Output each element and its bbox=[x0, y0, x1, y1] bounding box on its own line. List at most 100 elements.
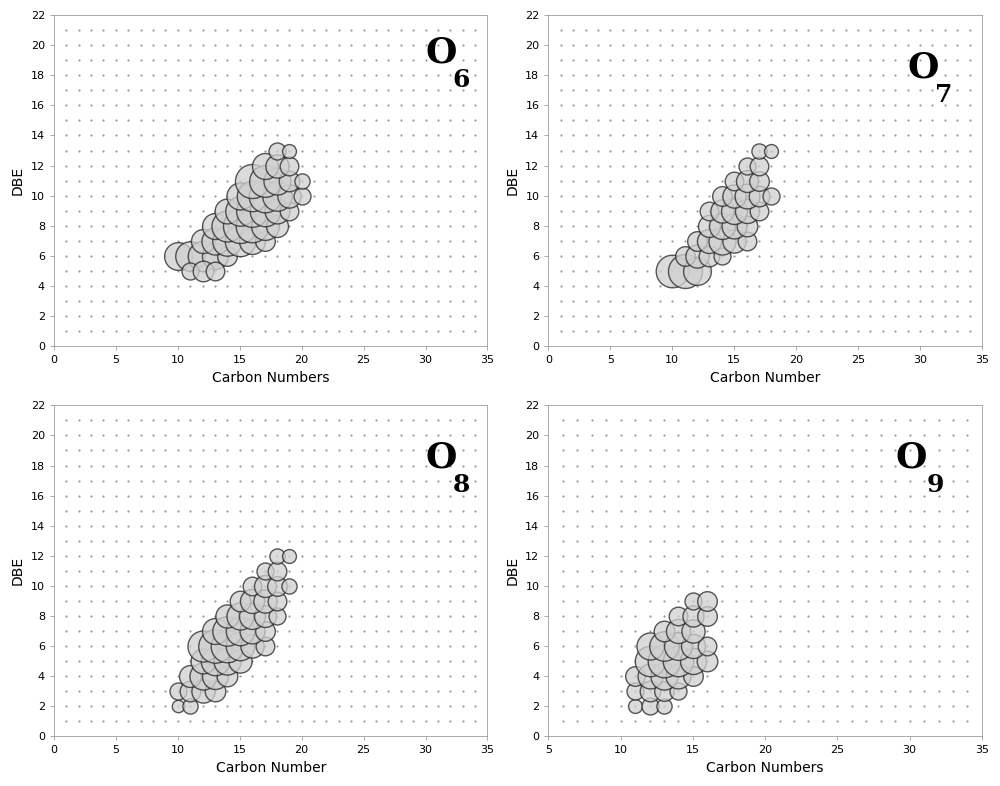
Point bbox=[157, 474, 173, 487]
Point bbox=[393, 160, 409, 172]
Point bbox=[281, 144, 297, 156]
Point bbox=[467, 189, 483, 202]
Point bbox=[430, 520, 446, 532]
Point bbox=[786, 685, 802, 697]
Point bbox=[269, 174, 285, 187]
Point bbox=[685, 505, 701, 517]
Point bbox=[95, 174, 111, 187]
Point bbox=[664, 114, 680, 127]
Point bbox=[343, 114, 359, 127]
Point bbox=[590, 295, 606, 307]
Point bbox=[133, 534, 149, 547]
Point bbox=[269, 69, 285, 82]
Point bbox=[269, 310, 285, 322]
Point bbox=[380, 579, 396, 592]
Point bbox=[916, 640, 932, 652]
Point bbox=[555, 564, 571, 577]
Point bbox=[219, 144, 235, 156]
Point bbox=[95, 579, 111, 592]
Text: 7: 7 bbox=[935, 83, 952, 107]
Point bbox=[442, 160, 458, 172]
Point bbox=[850, 325, 866, 337]
Point bbox=[689, 69, 705, 82]
Point bbox=[58, 310, 74, 322]
Point bbox=[844, 520, 860, 532]
Point bbox=[207, 84, 223, 97]
Point bbox=[875, 204, 891, 217]
Point bbox=[108, 144, 124, 156]
Point bbox=[455, 265, 471, 277]
Point bbox=[269, 564, 285, 577]
Point bbox=[862, 280, 878, 292]
Point bbox=[615, 99, 631, 112]
Point bbox=[555, 595, 571, 608]
Point bbox=[627, 595, 643, 608]
Point bbox=[108, 715, 124, 728]
Point bbox=[656, 655, 672, 667]
Point bbox=[664, 295, 680, 307]
Point bbox=[95, 414, 111, 427]
Point bbox=[368, 700, 384, 712]
Point bbox=[281, 265, 297, 277]
Point bbox=[829, 549, 845, 562]
Point bbox=[862, 295, 878, 307]
Point bbox=[281, 490, 297, 502]
Point bbox=[368, 610, 384, 623]
Point bbox=[405, 325, 421, 337]
Point bbox=[170, 189, 186, 202]
Point bbox=[887, 490, 903, 502]
Point bbox=[887, 310, 903, 322]
Point bbox=[714, 129, 730, 141]
Point bbox=[133, 144, 149, 156]
Point bbox=[58, 640, 74, 652]
Point bbox=[751, 39, 767, 52]
Point bbox=[393, 459, 409, 472]
Point bbox=[294, 429, 310, 442]
Point bbox=[232, 99, 248, 112]
Point bbox=[962, 54, 978, 67]
Point bbox=[829, 610, 845, 623]
Point bbox=[772, 429, 788, 442]
Point bbox=[170, 700, 186, 712]
Point bbox=[800, 24, 816, 36]
Point bbox=[133, 505, 149, 517]
Point bbox=[602, 99, 618, 112]
Point bbox=[207, 670, 223, 682]
Point bbox=[949, 249, 965, 262]
Point bbox=[232, 129, 248, 141]
Point bbox=[685, 610, 701, 623]
Point bbox=[195, 534, 211, 547]
Point bbox=[844, 625, 860, 637]
Point bbox=[699, 670, 715, 682]
Point bbox=[887, 160, 903, 172]
Point bbox=[627, 520, 643, 532]
Point bbox=[71, 625, 87, 637]
Point bbox=[467, 39, 483, 52]
Point bbox=[281, 280, 297, 292]
Point bbox=[71, 444, 87, 457]
Point bbox=[815, 414, 831, 427]
Point bbox=[739, 114, 755, 127]
Point bbox=[656, 579, 672, 592]
Point bbox=[800, 234, 816, 247]
Point bbox=[95, 625, 111, 637]
Point bbox=[442, 474, 458, 487]
Point bbox=[598, 595, 614, 608]
Point bbox=[380, 204, 396, 217]
Point bbox=[602, 249, 618, 262]
Point bbox=[157, 174, 173, 187]
Point bbox=[219, 610, 235, 623]
Point bbox=[195, 325, 211, 337]
Point bbox=[455, 670, 471, 682]
Point bbox=[813, 174, 829, 187]
Point bbox=[931, 595, 947, 608]
Point bbox=[924, 39, 940, 52]
Point bbox=[739, 129, 755, 141]
Point bbox=[656, 520, 672, 532]
Point bbox=[800, 655, 816, 667]
Point bbox=[685, 700, 701, 712]
Point bbox=[368, 655, 384, 667]
Point bbox=[858, 564, 874, 577]
Point bbox=[670, 670, 686, 682]
Point bbox=[815, 534, 831, 547]
